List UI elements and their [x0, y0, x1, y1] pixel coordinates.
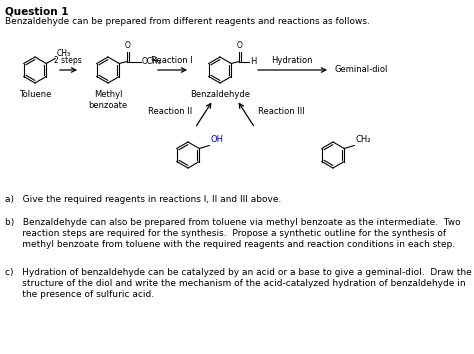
Text: CH₃: CH₃	[56, 48, 70, 57]
Text: Geminal-diol: Geminal-diol	[335, 65, 388, 74]
Text: Reaction I: Reaction I	[151, 56, 193, 65]
Text: a)   Give the required reagents in reactions I, II and III above.: a) Give the required reagents in reactio…	[5, 195, 282, 204]
Text: Benzaldehyde can be prepared from different reagents and reactions as follows.: Benzaldehyde can be prepared from differ…	[5, 17, 370, 26]
Text: Reaction II: Reaction II	[148, 108, 192, 116]
Text: c)   Hydration of benzaldehyde can be catalyzed by an acid or a base to give a g: c) Hydration of benzaldehyde can be cata…	[5, 268, 472, 277]
Text: structure of the diol and write the mechanism of the acid-catalyzed hydration of: structure of the diol and write the mech…	[5, 279, 465, 288]
Text: 2 steps: 2 steps	[54, 56, 82, 65]
Text: O: O	[237, 41, 243, 51]
Text: Methyl
benzoate: Methyl benzoate	[89, 90, 128, 110]
Text: reaction steps are required for the synthesis.  Propose a synthetic outline for : reaction steps are required for the synt…	[5, 229, 446, 238]
Text: OH: OH	[210, 136, 223, 144]
Text: the presence of sulfuric acid.: the presence of sulfuric acid.	[5, 290, 154, 299]
Text: b)   Benzaldehyde can also be prepared from toluene via methyl benzoate as the i: b) Benzaldehyde can also be prepared fro…	[5, 218, 461, 227]
Text: CH₂: CH₂	[355, 136, 371, 144]
Text: O: O	[125, 41, 131, 51]
Text: Hydration: Hydration	[271, 56, 313, 65]
Text: Benzaldehyde: Benzaldehyde	[190, 90, 250, 99]
Text: Question 1: Question 1	[5, 7, 69, 17]
Text: H: H	[250, 57, 256, 66]
Text: methyl benzoate from toluene with the required reagents and reaction conditions : methyl benzoate from toluene with the re…	[5, 240, 455, 249]
Text: Reaction III: Reaction III	[258, 108, 305, 116]
Text: OCH₃: OCH₃	[141, 57, 161, 66]
Text: Toluene: Toluene	[19, 90, 51, 99]
